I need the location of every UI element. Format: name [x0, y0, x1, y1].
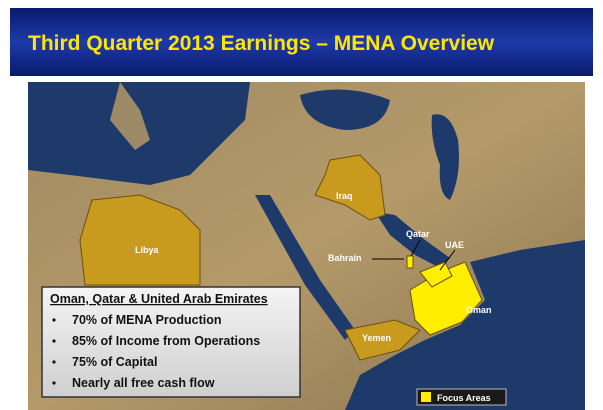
bullet-dot [52, 360, 56, 364]
red-sea [255, 195, 355, 340]
qatar-pointer [410, 239, 421, 257]
map-label: Bahrain [328, 253, 362, 263]
arabian-sea [345, 240, 585, 410]
bullet-text: 70% of MENA Production [72, 313, 222, 327]
bullet-text: Nearly all free cash flow [72, 376, 215, 390]
title-bar [10, 8, 593, 76]
map-label: Oman [466, 305, 492, 315]
bullet-dot [52, 381, 56, 385]
map-label: Qatar [406, 229, 430, 239]
map: Iraq Libya Qatar UAE Bahrain Oman Yemen [28, 82, 585, 410]
qatar [406, 255, 414, 269]
legend-bg [416, 388, 507, 406]
bullet-text: 85% of Income from Operations [72, 334, 260, 348]
map-label: Yemen [362, 333, 391, 343]
bullet-dot [52, 318, 56, 322]
caspian-sea [431, 114, 459, 200]
legend-label: Focus Areas [437, 393, 491, 403]
uae [419, 261, 453, 288]
bullet-text: 75% of Capital [72, 355, 157, 369]
info-title: Oman, Qatar & United Arab Emirates [50, 292, 268, 306]
iraq [314, 154, 386, 221]
black-sea [300, 89, 390, 130]
legend: Focus Areas [416, 388, 507, 406]
yemen [344, 319, 421, 361]
map-label: Iraq [336, 191, 353, 201]
italy [110, 82, 150, 150]
libya [79, 194, 201, 286]
info-box-bg [41, 286, 301, 398]
info-box: Oman, Qatar & United Arab Emirates 70% o… [41, 286, 301, 398]
persian-gulf [375, 212, 450, 268]
legend-swatch [421, 392, 431, 402]
slide-title: Third Quarter 2013 Earnings – MENA Overv… [28, 32, 495, 55]
map-label: UAE [445, 240, 464, 250]
bullet-dot [52, 339, 56, 343]
map-label: Libya [135, 245, 160, 255]
uae-pointer [439, 249, 456, 271]
